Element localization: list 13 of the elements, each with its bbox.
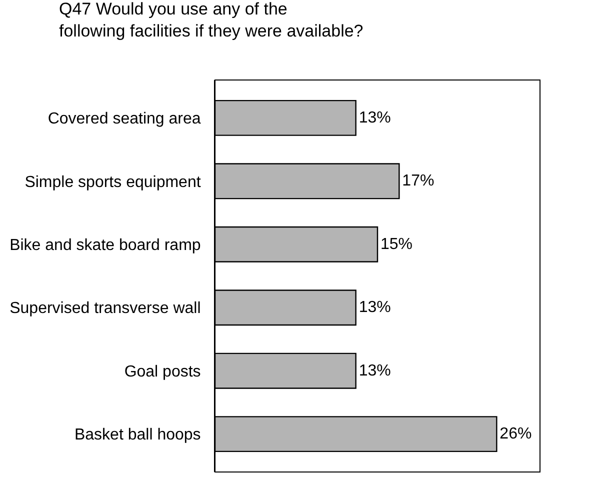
data-label: 17%: [402, 172, 434, 190]
y-tick-label: Simple sports equipment: [24, 174, 202, 191]
data-label: 13%: [358, 299, 391, 316]
data-label: 13%: [358, 362, 391, 380]
y-tick-label: Goal posts: [124, 363, 201, 380]
y-tick-label: Bike and skate board ramp: [10, 236, 201, 254]
y-tick-label: Covered seating area: [48, 110, 201, 128]
data-label: 15%: [380, 236, 413, 253]
y-tick-label: Basket ball hoops: [74, 426, 201, 444]
y-tick-label: Supervised transverse wall: [10, 300, 201, 318]
data-label: 13%: [358, 109, 391, 126]
chart-title: Q47 Would you use any of the following facilities if they were available?: [59, 0, 364, 41]
data-label: 26%: [500, 426, 532, 443]
